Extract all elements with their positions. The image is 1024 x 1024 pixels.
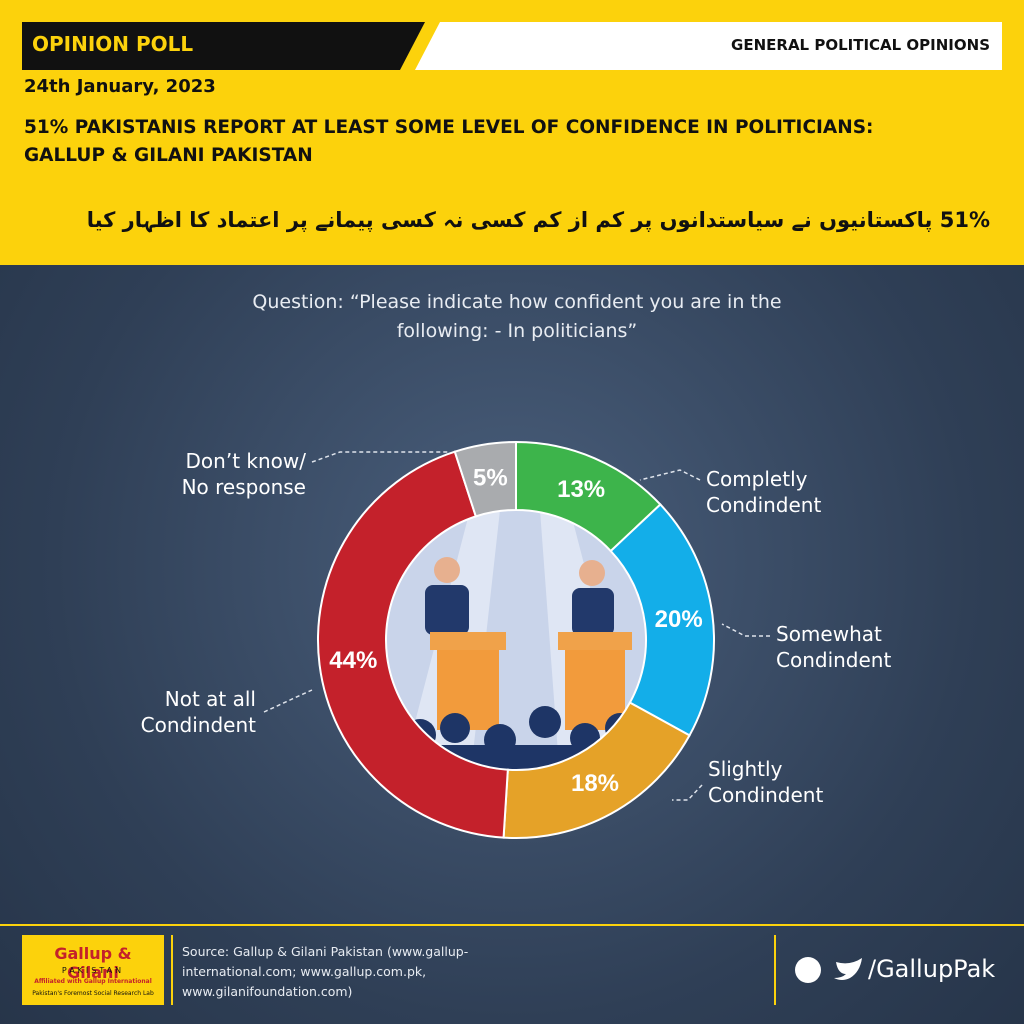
logo-box [22, 935, 164, 1005]
urdu-headline: 51% پاکستانیوں نے سیاستدانوں پر کم از کم… [86, 208, 990, 232]
category-label: Not at all Condindent [140, 687, 256, 737]
donut-slice [317, 450, 509, 839]
tag: OPINION POLL [32, 32, 194, 56]
leader-line [672, 784, 703, 801]
value-label: 13% [557, 476, 605, 503]
value-label: 20% [655, 606, 703, 633]
section-box [415, 22, 1002, 70]
category-label: Slightly Condindent [708, 757, 824, 807]
facebook-icon [795, 957, 821, 983]
leader-line [721, 623, 770, 637]
value-label: 44% [329, 647, 377, 674]
value-label: 5% [473, 465, 508, 492]
leader-line [263, 689, 313, 713]
logo-line: Pakistan's Foremost Social Research Lab [32, 990, 154, 997]
category-label: Somewhat Condindent [776, 622, 892, 672]
headline: GALLUP & GILANI PAKISTAN [24, 145, 313, 166]
logo: Gallup & Gilani [54, 944, 132, 982]
value-label: 18% [571, 770, 619, 797]
category-label: Completly Condindent [706, 467, 822, 517]
headline: 51% PAKISTANIS REPORT AT LEAST SOME LEVE… [24, 117, 874, 138]
date: 24th January, 2023 [24, 76, 216, 97]
handle: /GallupPak [868, 955, 996, 983]
twitter-icon [834, 958, 862, 980]
tag-box [22, 22, 425, 70]
source: Source: Gallup & Gilani Pakistan (www.ga… [182, 944, 469, 999]
leader-line [311, 451, 450, 463]
logo-sub: PAKISTAN [61, 966, 125, 975]
logo-tag: Affiliated with Gallup International [34, 978, 152, 985]
section: GENERAL POLITICAL OPINIONS [731, 36, 990, 54]
question: Question: “Please indicate how confident… [252, 291, 782, 342]
category-label: Don’t know/ No response [181, 449, 306, 499]
donut-slice [453, 440, 517, 518]
leader-line [639, 469, 701, 481]
